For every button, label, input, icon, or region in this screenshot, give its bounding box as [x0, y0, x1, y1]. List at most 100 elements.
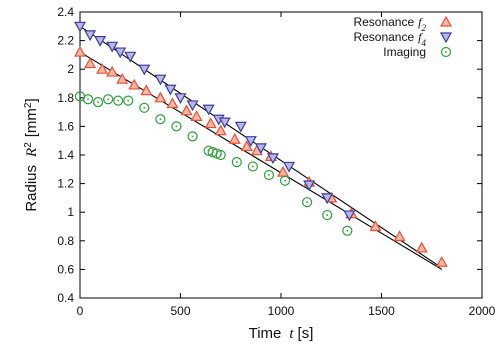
x-tick-label: 1000: [268, 304, 295, 318]
y-axis-label-symbol: R: [24, 148, 40, 158]
data-point-series-0: [73, 45, 87, 57]
legend-marker-shape-1: [439, 32, 453, 44]
y-axis-label-exponent: 2: [23, 142, 34, 148]
data-point-series-0: [240, 140, 253, 152]
x-axis-label-text: Time: [249, 325, 282, 342]
data-point-series-2: [187, 131, 198, 142]
data-point-series-2: [279, 175, 291, 186]
data-point-series-1: [94, 35, 107, 47]
y-tick-label: 0.8: [57, 234, 74, 248]
y-tick-label: 2.2: [57, 34, 74, 48]
data-point-series-0: [128, 78, 141, 90]
data-point-series-2: [231, 157, 242, 168]
legend-marker-shape-0: [439, 15, 453, 27]
data-point-series-1: [164, 84, 177, 96]
y-tick-label: 1.8: [57, 91, 74, 105]
data-point-series-2: [103, 94, 114, 105]
legend-label-f4-subscript: 4: [422, 38, 427, 48]
data-point-series-2: [92, 96, 104, 108]
legend-label-f2-symbol: f: [418, 15, 423, 29]
data-point-series-1: [283, 161, 296, 173]
data-point-series-1: [114, 47, 127, 59]
data-point-series-1: [138, 64, 151, 76]
y-tick-label: 2: [67, 62, 74, 76]
data-point-series-1: [202, 104, 215, 116]
data-point-series-2: [82, 94, 94, 105]
data-point-series-0: [140, 84, 153, 96]
x-axis-label-unit: [s]: [298, 325, 314, 342]
y-tick-label: 0.6: [57, 262, 74, 276]
data-point-series-1: [303, 180, 316, 192]
data-point-series-2: [123, 95, 134, 106]
data-points: [73, 21, 448, 267]
y-tick-label: 1.4: [57, 148, 74, 162]
data-point-series-2: [342, 225, 353, 236]
data-point-series-2: [215, 149, 226, 161]
data-point-series-0: [180, 104, 193, 116]
data-point-series-0: [106, 65, 119, 77]
data-point-series-1: [254, 143, 267, 155]
x-axis-label: Time t [s]: [249, 325, 314, 342]
data-point-series-1: [84, 30, 97, 42]
legend-marker-shape-2: [440, 46, 452, 58]
legend: Resonance f2 Resonance f4 Imaging: [353, 15, 453, 59]
legend-entry-f4: Resonance f4: [353, 30, 453, 48]
axis-ticks: 0 500 1000 1500 2000 0.4 0.6 0.8 1 1.2 1.4 1.6 1.8 2 2…: [57, 5, 495, 318]
data-point-series-1: [266, 153, 279, 165]
data-point-series-1: [321, 193, 334, 205]
legend-entry-imaging: Imaging: [383, 45, 452, 59]
data-point-series-2: [247, 161, 258, 172]
data-point-series-0: [204, 117, 217, 129]
y-tick-label: 2.4: [57, 5, 74, 19]
data-point-series-0: [369, 220, 382, 232]
x-tick-label: 0: [77, 304, 84, 318]
data-point-series-1: [124, 51, 137, 63]
data-point-series-1: [186, 100, 199, 112]
data-point-series-2: [113, 95, 124, 106]
data-point-series-0: [84, 57, 97, 69]
legend-label-f2-subscript: 2: [422, 23, 427, 33]
legend-label-f4-symbol: f: [418, 30, 423, 44]
data-point-series-1: [343, 210, 356, 222]
legend-marker-imaging: [440, 46, 452, 58]
x-tick-label: 1500: [368, 304, 395, 318]
legend-label-f4-text: Resonance: [353, 30, 414, 44]
y-tick-label: 1.6: [57, 119, 74, 133]
y-axis-label: RadiusR2[mm2]: [23, 98, 41, 211]
data-point-series-2: [155, 114, 166, 125]
legend-label-f2: Resonance f2: [353, 15, 426, 33]
legend-marker-f4: [439, 32, 453, 44]
data-point-series-2: [171, 121, 182, 132]
data-point-series-1: [218, 117, 231, 129]
y-axis-label-text: Radius: [23, 165, 40, 212]
data-point-series-1: [244, 136, 257, 147]
data-point-series-0: [154, 91, 167, 103]
y-tick-label: 0.4: [57, 291, 74, 305]
data-point-series-0: [415, 241, 428, 253]
data-point-series-0: [96, 62, 109, 74]
data-point-series-1: [234, 121, 247, 133]
data-point-series-0: [228, 133, 241, 144]
data-point-series-0: [393, 230, 406, 242]
data-point-series-0: [116, 72, 129, 84]
data-point-series-1: [174, 93, 187, 105]
y-tick-label: 1.2: [57, 177, 74, 191]
data-point-series-0: [190, 110, 203, 121]
data-point-series-2: [263, 169, 275, 181]
legend-marker-f2: [439, 15, 453, 27]
legend-entry-f2: Resonance f2: [353, 15, 453, 33]
y-axis-label-unit: [mm: [23, 108, 40, 137]
legend-label-f4: Resonance f4: [353, 30, 426, 48]
data-point-series-1: [73, 21, 87, 33]
data-point-series-2: [302, 197, 313, 208]
data-point-series-1: [106, 41, 119, 53]
y-axis-label-unit-exponent: 2: [23, 102, 34, 108]
data-point-series-2: [139, 102, 150, 113]
data-point-series-0: [214, 124, 227, 136]
data-point-series-0: [166, 97, 179, 109]
legend-label-imaging: Imaging: [383, 45, 426, 59]
x-axis-label-symbol: t: [289, 326, 294, 342]
data-point-series-1: [154, 74, 167, 86]
y-tick-label: 1: [67, 205, 74, 219]
